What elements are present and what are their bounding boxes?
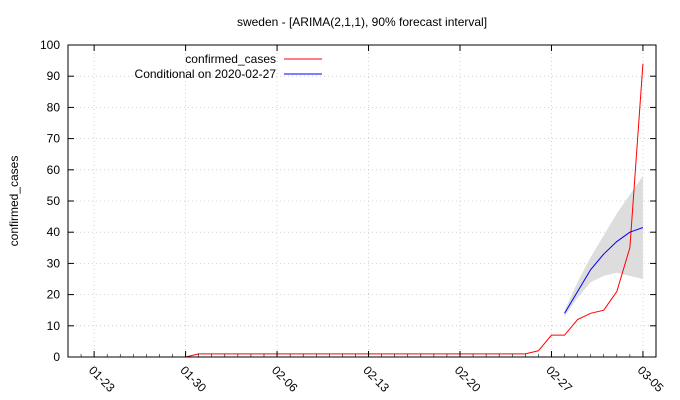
y-tick-label: 90 — [47, 69, 61, 83]
chart-title: sweden - [ARIMA(2,1,1), 90% forecast int… — [237, 15, 487, 29]
y-tick-label: 100 — [40, 38, 60, 52]
legend-label: Conditional on 2020-02-27 — [135, 67, 277, 81]
y-tick-label: 30 — [47, 256, 61, 270]
y-tick-label: 0 — [53, 350, 60, 364]
y-tick-label: 80 — [47, 100, 61, 114]
series-lines — [185, 63, 644, 358]
confirmed-cases-line — [185, 63, 644, 358]
grid-lines — [68, 45, 656, 357]
y-tick-label: 60 — [47, 163, 61, 177]
y-tick-label: 40 — [47, 225, 61, 239]
conditional-forecast-line — [564, 227, 644, 314]
y-tick-label: 50 — [47, 194, 61, 208]
y-axis-label: confirmed_cases — [7, 156, 21, 247]
y-tick-label: 20 — [47, 288, 61, 302]
legend-label: confirmed_cases — [185, 52, 276, 66]
y-tick-label: 10 — [47, 319, 61, 333]
y-tick-label: 70 — [47, 132, 61, 146]
